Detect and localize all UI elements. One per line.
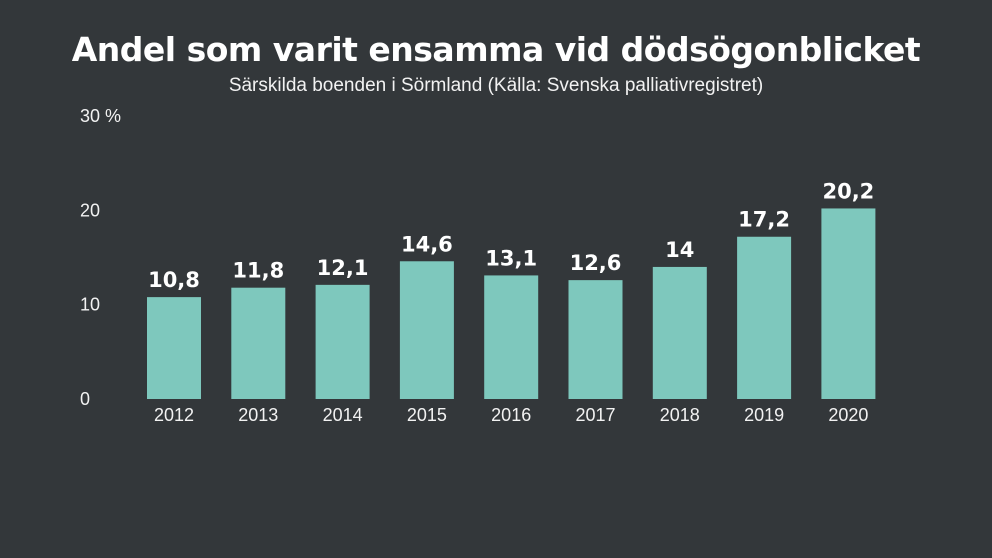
value-label-2014: 12,1	[317, 256, 369, 280]
x-tick-label: 2020	[828, 405, 868, 425]
bar-2019	[737, 236, 792, 399]
bar-2012	[147, 297, 201, 399]
x-tick-label: 2017	[575, 405, 615, 425]
y-tick-label: 0	[80, 389, 90, 409]
value-label-2018: 14	[665, 238, 694, 262]
y-tick-label: 10	[80, 295, 100, 315]
chart-subtitle: Särskilda boenden i Sörmland (Källa: Sve…	[228, 75, 764, 96]
value-label-2020: 20,2	[822, 179, 874, 203]
y-tick-label: 30 %	[80, 106, 121, 126]
value-label-2012: 10,8	[148, 268, 200, 292]
bar-2016	[484, 275, 539, 399]
bar-2017	[568, 280, 623, 399]
x-tick-label: 2013	[238, 405, 278, 425]
value-label-2016: 13,1	[485, 246, 537, 270]
bar-2014	[315, 284, 370, 399]
bar-2015	[399, 261, 454, 399]
value-label-2015: 14,6	[401, 232, 453, 256]
x-tick-label: 2018	[660, 405, 700, 425]
x-tick-label: 2015	[407, 405, 447, 425]
x-tick-label: 2016	[491, 405, 531, 425]
y-tick-label: 20	[80, 200, 100, 220]
value-label-2017: 12,6	[570, 251, 622, 275]
chart-title: Andel som varit ensamma vid dödsögonblic…	[71, 30, 921, 69]
bar-2018	[652, 266, 707, 399]
bar-2020	[821, 208, 876, 399]
x-tick-label: 2019	[744, 405, 784, 425]
value-label-2013: 11,8	[232, 259, 284, 283]
x-tick-label: 2012	[154, 405, 194, 425]
x-tick-label: 2014	[323, 405, 363, 425]
bar-2013	[231, 287, 286, 399]
value-label-2019: 17,2	[738, 208, 790, 232]
